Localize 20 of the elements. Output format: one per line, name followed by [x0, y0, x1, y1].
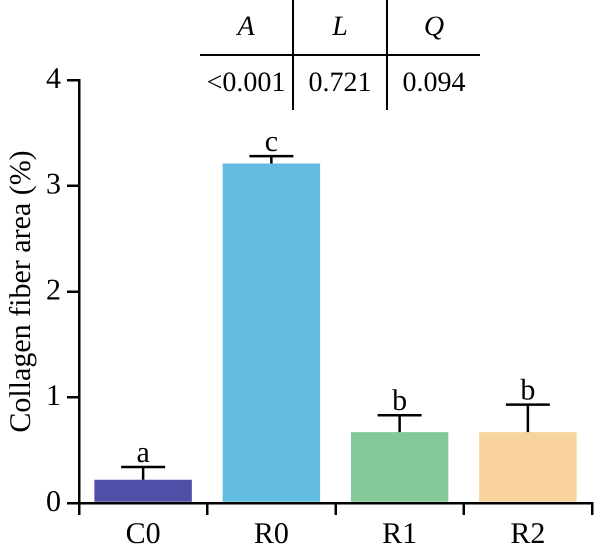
annotation: <0.001 — [206, 66, 286, 100]
y-tick-label: 4 — [46, 62, 61, 95]
y-tick-label: 1 — [46, 379, 61, 412]
y-tick-label: 3 — [46, 168, 61, 201]
text: L — [293, 0, 387, 55]
annotation: 0.721 — [293, 55, 387, 110]
y-axis-title: Collagen fiber area (%) — [4, 150, 37, 433]
annotation: b — [392, 384, 408, 418]
annotation: a — [136, 436, 150, 469]
y-tick-label: 0 — [46, 484, 61, 518]
text: A — [200, 0, 293, 55]
annotation: b — [520, 374, 536, 407]
x-tick-label: R2 — [510, 516, 546, 550]
annotation: 0.094 — [387, 55, 480, 110]
x-tick-label: R1 — [382, 516, 418, 550]
y-tick-label: 2 — [46, 273, 61, 306]
x-tick-label: C0 — [126, 516, 161, 550]
annotation: c — [264, 125, 278, 158]
x-tick-label: R0 — [254, 516, 289, 550]
text: Q — [387, 0, 480, 55]
